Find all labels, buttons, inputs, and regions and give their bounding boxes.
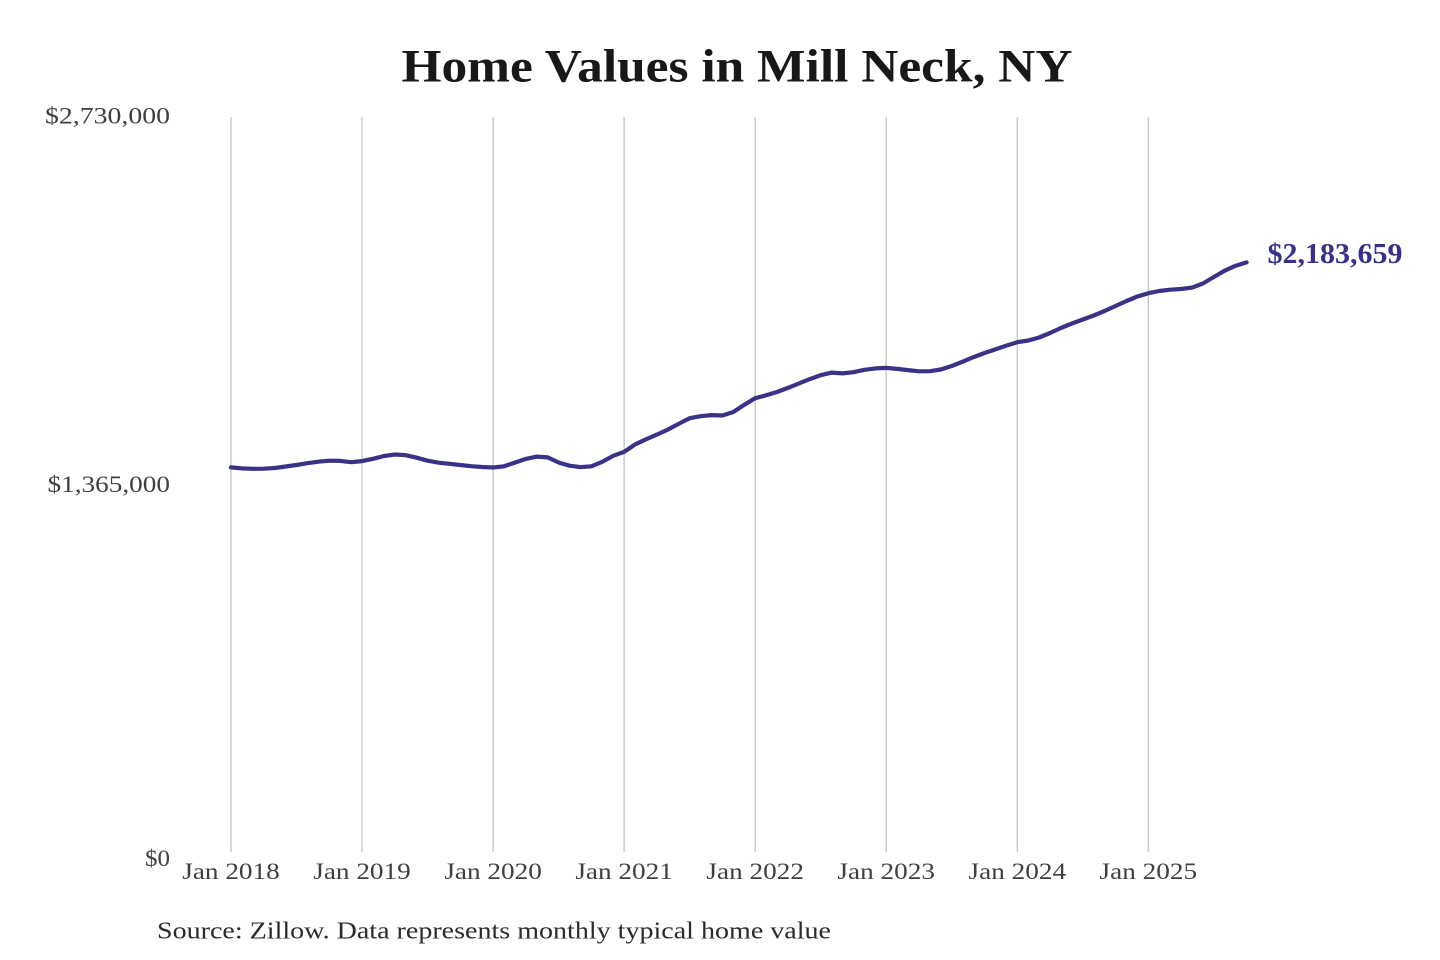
svg-text:$2,730,000: $2,730,000	[45, 104, 170, 130]
svg-text:Jan 2020: Jan 2020	[444, 859, 542, 885]
svg-text:Home Values in Mill Neck, NY: Home Values in Mill Neck, NY	[402, 42, 1073, 93]
svg-text:Jan 2019: Jan 2019	[313, 859, 411, 885]
svg-text:Jan 2021: Jan 2021	[575, 859, 673, 885]
svg-text:Jan 2024: Jan 2024	[969, 859, 1067, 885]
svg-text:Jan 2023: Jan 2023	[837, 859, 935, 885]
svg-text:Source: Zillow. Data represent: Source: Zillow. Data represents monthly …	[157, 919, 831, 945]
svg-text:Jan 2018: Jan 2018	[182, 859, 280, 885]
svg-text:Jan 2022: Jan 2022	[706, 859, 804, 885]
svg-text:Jan 2025: Jan 2025	[1100, 859, 1198, 885]
svg-text:$0: $0	[145, 846, 170, 872]
svg-text:$2,183,659: $2,183,659	[1268, 239, 1403, 270]
svg-text:$1,365,000: $1,365,000	[48, 472, 171, 498]
